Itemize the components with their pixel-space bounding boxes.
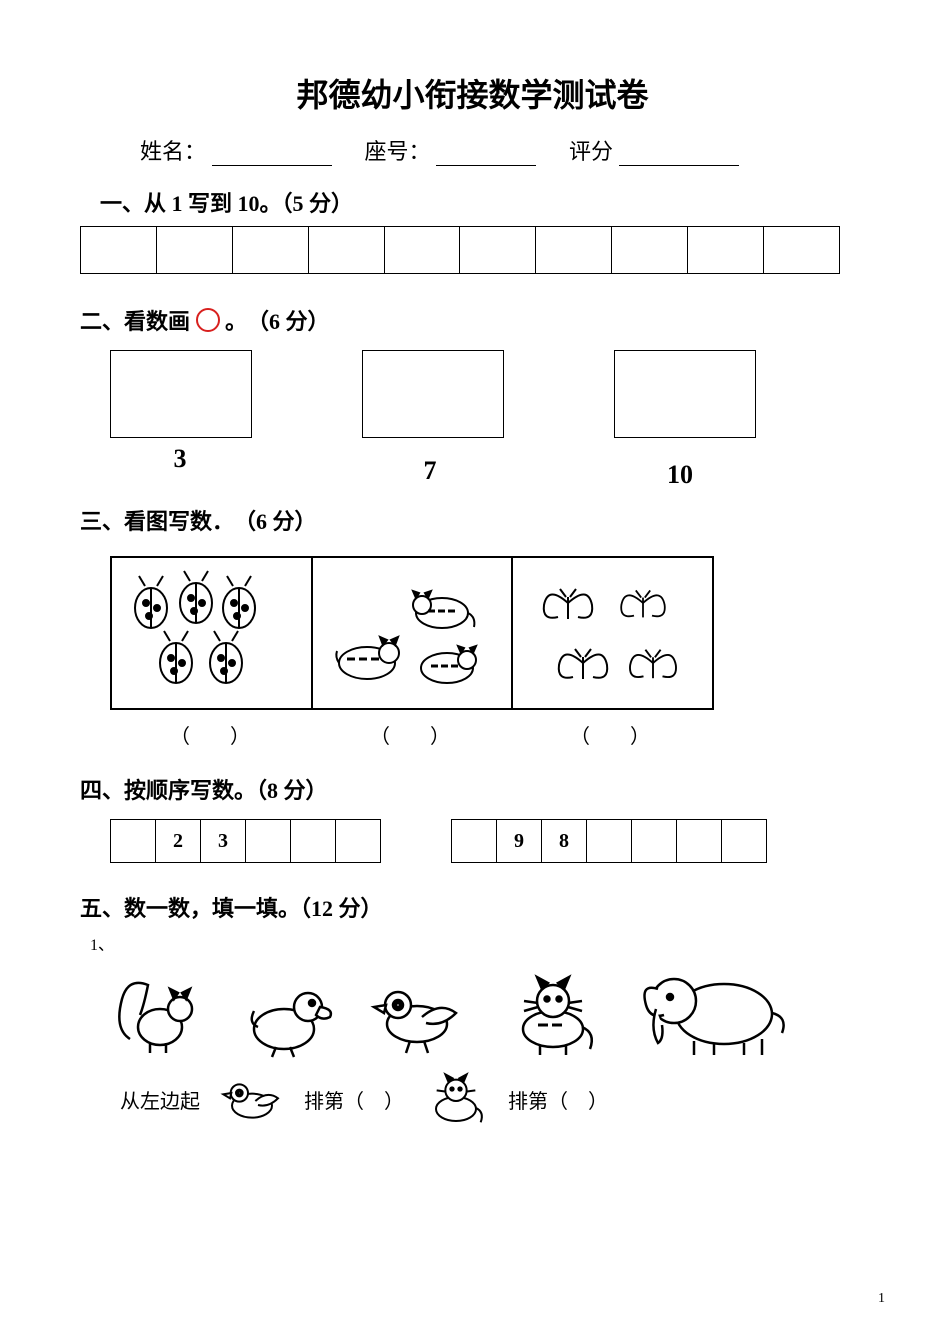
q5-sub-1: 1、	[90, 931, 865, 955]
page: 邦德幼小衔接数学测试卷 姓名： 座号： 评分 一、从 1 写到 10。（5 分）…	[0, 0, 945, 1337]
cats-icon	[322, 563, 502, 703]
q3-cell-butterflies	[513, 558, 712, 708]
butterflies-icon	[523, 563, 703, 703]
q3-cell-ladybugs	[112, 558, 313, 708]
rank-blank[interactable]: 排第（ ）	[508, 1085, 608, 1114]
seq-cell[interactable]	[291, 820, 336, 863]
q1-cell[interactable]	[384, 227, 460, 274]
seq-cell[interactable]	[452, 820, 497, 863]
q5-question-line: 从左边起 排第（ ） 排第（ ）	[120, 1069, 865, 1129]
q4-seq-b: 9 8	[451, 819, 767, 863]
q1-heading: 一、从 1 写到 10。（5 分）	[100, 186, 865, 218]
q3-answer-blank[interactable]: （ ）	[310, 720, 510, 749]
q1-cell[interactable]	[688, 227, 764, 274]
seq-cell[interactable]	[677, 820, 722, 863]
q2-number: 7	[360, 444, 500, 490]
q2-numbers: 3 7 10	[110, 444, 865, 490]
q3-answer-blank[interactable]: （ ）	[110, 720, 310, 749]
q2-boxes	[110, 350, 865, 438]
seq-cell[interactable]	[246, 820, 291, 863]
page-title: 邦德幼小衔接数学测试卷	[80, 70, 865, 116]
duck-icon	[236, 969, 336, 1059]
ladybugs-icon	[121, 563, 301, 703]
seat-label: 座号：	[365, 139, 431, 164]
seq-cell: 2	[156, 820, 201, 863]
cat-icon	[416, 1069, 496, 1129]
seat-blank[interactable]	[436, 143, 536, 166]
q1-cell[interactable]	[536, 227, 612, 274]
q3-cell-cats	[313, 558, 514, 708]
q3-answers: （ ） （ ） （ ）	[110, 720, 710, 749]
score-label: 评分	[569, 139, 613, 164]
q1-cell[interactable]	[156, 227, 232, 274]
seq-cell[interactable]	[111, 820, 156, 863]
q1-cell[interactable]	[81, 227, 157, 274]
student-info-line: 姓名： 座号： 评分	[140, 134, 865, 166]
q4-sequences: 2 3 9 8	[110, 819, 865, 863]
elephant-icon	[634, 959, 804, 1059]
bird-icon	[212, 1069, 292, 1129]
bird-icon	[362, 969, 472, 1059]
q1-cell[interactable]	[460, 227, 536, 274]
q2-heading-pre: 二、看数画	[80, 309, 190, 334]
q1-cell[interactable]	[308, 227, 384, 274]
q1-cell[interactable]	[232, 227, 308, 274]
q4-heading: 四、按顺序写数。（8 分）	[80, 773, 865, 805]
rank-blank[interactable]: 排第（ ）	[304, 1085, 404, 1114]
seq-cell[interactable]	[632, 820, 677, 863]
q2-heading: 二、看数画 。 （6 分）	[80, 304, 865, 336]
q5-animal-row	[110, 959, 865, 1059]
name-blank[interactable]	[212, 143, 332, 166]
q2-box[interactable]	[614, 350, 756, 438]
name-label: 姓名：	[140, 139, 206, 164]
q5-heading: 五、数一数，填一填。（12 分）	[80, 891, 865, 923]
q2-number: 10	[610, 444, 750, 490]
q2-box[interactable]	[110, 350, 252, 438]
seq-cell[interactable]	[336, 820, 381, 863]
q4-seq-a: 2 3	[110, 819, 381, 863]
seq-cell: 8	[542, 820, 587, 863]
from-left-label: 从左边起	[120, 1085, 200, 1114]
q1-cell[interactable]	[612, 227, 688, 274]
q1-cell[interactable]	[764, 227, 840, 274]
seq-cell[interactable]	[722, 820, 767, 863]
q2-box[interactable]	[362, 350, 504, 438]
cat-icon	[498, 969, 608, 1059]
score-blank[interactable]	[619, 143, 739, 166]
seq-cell: 3	[201, 820, 246, 863]
circle-icon	[196, 308, 220, 332]
seq-cell[interactable]	[587, 820, 632, 863]
q2-number: 3	[110, 444, 250, 490]
q3-picture-frame	[110, 556, 714, 710]
seq-cell: 9	[497, 820, 542, 863]
q2-heading-post: 。 （6 分）	[225, 309, 330, 334]
page-number: 1	[878, 1291, 885, 1307]
q1-grid	[80, 226, 840, 274]
squirrel-icon	[110, 969, 210, 1059]
q3-heading: 三、看图写数． （6 分）	[80, 504, 865, 536]
q3-answer-blank[interactable]: （ ）	[510, 720, 710, 749]
